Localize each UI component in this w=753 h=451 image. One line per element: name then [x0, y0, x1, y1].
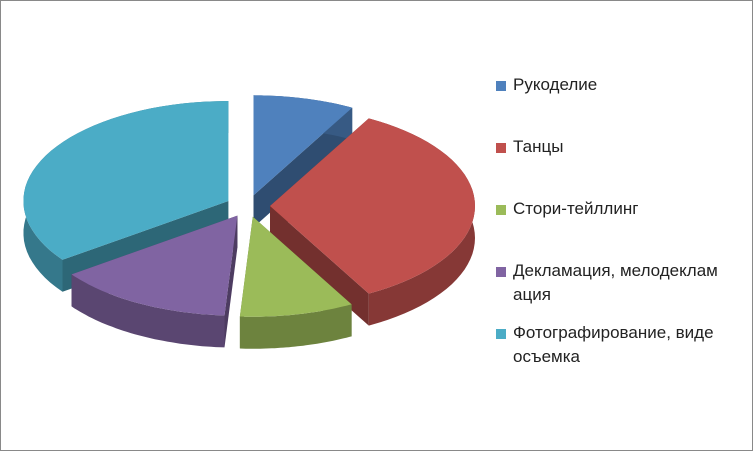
- legend-swatch: [496, 205, 506, 215]
- legend-label: Стори-тейллинг: [513, 199, 639, 218]
- legend-label: Танцы: [513, 137, 564, 156]
- legend-swatch: [496, 81, 506, 91]
- slice: [270, 118, 475, 294]
- legend-item: Декламация, мелодекламация: [496, 259, 721, 321]
- pie-area: [23, 95, 475, 349]
- legend-swatch: [496, 329, 506, 339]
- slice: [71, 215, 238, 316]
- slice-side: [253, 107, 353, 228]
- legend-label: Фотографирование, видеосъемка: [513, 323, 714, 366]
- legend-swatch: [496, 267, 506, 277]
- slice: [253, 95, 353, 196]
- legend-swatch: [496, 143, 506, 153]
- slice-wall: [239, 304, 352, 349]
- legend-item: Танцы: [496, 135, 721, 197]
- slice-side: [270, 206, 369, 326]
- legend: Рукоделие Танцы Стори-тейллинг Декламация, …: [496, 73, 721, 383]
- slice-wall: [71, 274, 225, 348]
- legend-label: Рукоделие: [513, 75, 598, 94]
- slice: [239, 216, 352, 317]
- legend-label: Декламация, мелодекламация: [513, 261, 718, 304]
- legend-item: Стори-тейллинг: [496, 197, 721, 259]
- slice: [23, 101, 229, 260]
- legend-item: Рукоделие: [496, 73, 721, 135]
- legend-item: Фотографирование, видеосъемка: [496, 321, 721, 383]
